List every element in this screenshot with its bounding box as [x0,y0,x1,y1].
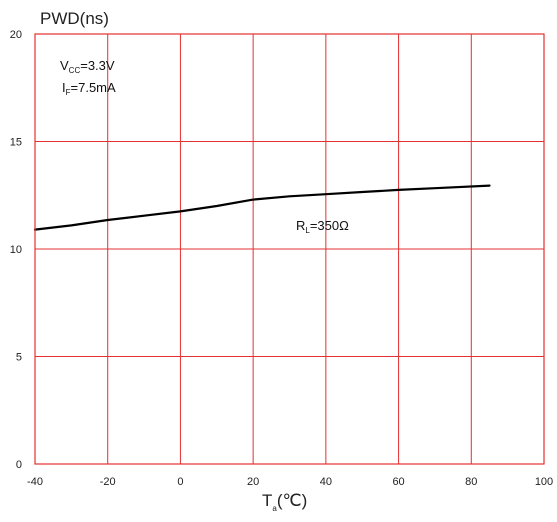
grid-lines [34,33,545,465]
y-tick-labels: 0 5 10 15 20 [10,29,22,471]
x-tick-label: 20 [247,476,259,488]
vcc-main: V [60,58,69,73]
plot-frame [34,33,545,465]
vcc-sub: CC [69,66,81,75]
x-tick-label: 60 [392,476,404,488]
y-tick-label: 0 [16,459,22,471]
x-axis-label: Ta(℃) [262,491,307,513]
series-label-rl: RL=350Ω [296,218,349,235]
x-tick-label: -40 [27,476,43,488]
vcc-rest: =3.3V [80,58,115,73]
y-tick-label: 5 [16,352,22,364]
x-tick-label: 80 [465,476,477,488]
rl-rest: =350Ω [310,218,349,233]
x-tick-label: -20 [100,476,116,488]
x-axis-label-unit: (℃) [277,491,307,510]
x-axis-label-sub: a [272,504,277,513]
rl-sub: L [305,226,310,235]
y-tick-label: 10 [10,244,22,256]
y-tick-label: 20 [10,29,22,41]
y-axis-label: PWD(ns) [40,9,109,28]
if-main: I [62,80,66,95]
x-tick-label: 0 [177,476,183,488]
y-tick-label: 15 [10,137,22,149]
x-tick-label: 100 [535,476,553,488]
data-curves [33,184,491,231]
if-annotation: IF=7.5mA [62,80,116,97]
if-sub: F [66,88,71,97]
vcc-annotation: VCC=3.3V [60,58,115,75]
x-tick-label: 40 [320,476,332,488]
x-axis-label-main: T [262,491,272,510]
rl-main: R [296,218,305,233]
series-line [33,184,491,231]
if-rest: =7.5mA [71,80,116,95]
x-tick-labels: -40 -20 0 20 40 60 80 100 [27,476,553,488]
